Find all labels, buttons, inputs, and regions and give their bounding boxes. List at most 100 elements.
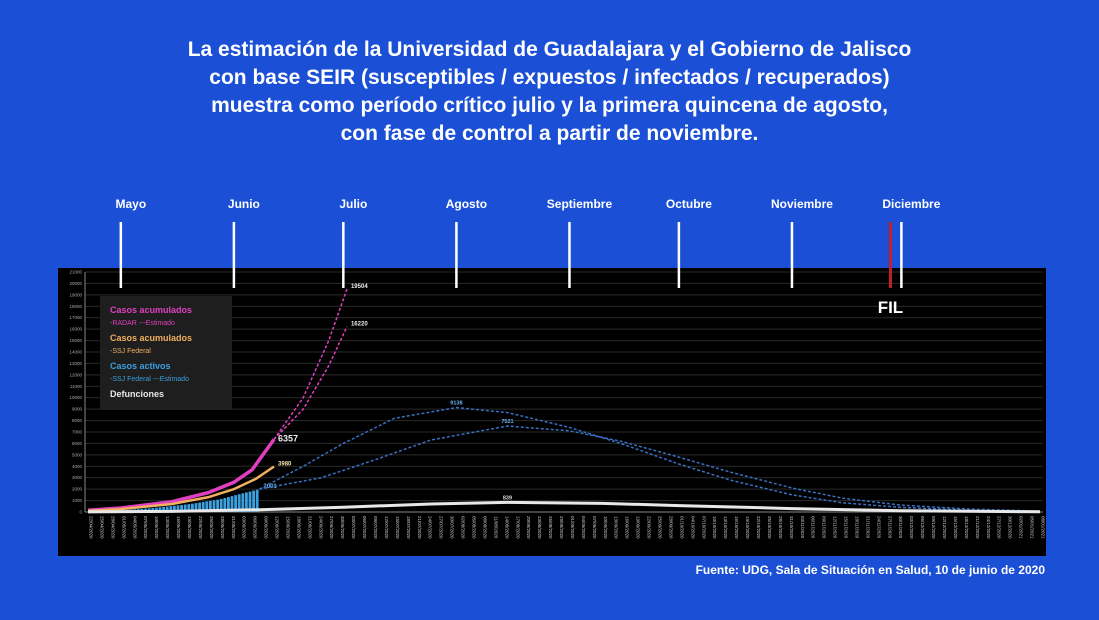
- active-cases-bar: [201, 501, 205, 512]
- x-tick-label: 19/09/2020: [636, 516, 641, 539]
- x-tick-label: 25/10/2020: [767, 516, 772, 539]
- x-tick-label: 08/08/2020: [482, 516, 487, 539]
- series-active_est_low: [259, 425, 1041, 512]
- x-tick-label: 10/10/2020: [712, 516, 717, 539]
- active-cases-bar: [219, 498, 223, 512]
- x-tick-label: 15/07/2020: [395, 516, 400, 539]
- active-cases-bar: [183, 504, 187, 512]
- y-tick-label: 16000: [69, 327, 82, 332]
- x-tick-label: 25/04/2020: [99, 516, 104, 539]
- x-tick-label: 30/11/2020: [898, 516, 903, 539]
- x-tick-label: 02/08/2020: [461, 516, 466, 539]
- y-tick-label: 3000: [72, 475, 83, 480]
- active-cases-bar: [173, 505, 176, 512]
- y-tick-label: 9000: [72, 407, 83, 412]
- headline-line: con fase de control a partir de noviembr…: [340, 122, 759, 145]
- x-tick-label: 19/05/2020: [187, 516, 192, 539]
- x-tick-label: 09/12/2020: [931, 516, 936, 539]
- active-cases-bar: [205, 501, 209, 512]
- active-cases-bar: [169, 506, 173, 512]
- x-tick-label: 31/10/2020: [789, 516, 794, 539]
- y-tick-label: 2000: [72, 487, 83, 492]
- data-label: 6357: [278, 433, 298, 443]
- active-cases-bar: [187, 504, 191, 512]
- x-tick-label: 10/05/2020: [154, 516, 159, 539]
- active-cases-bar: [180, 504, 183, 512]
- x-tick-label: 08/01/2021: [1041, 516, 1046, 539]
- x-tick-label: 25/09/2020: [658, 516, 663, 539]
- x-tick-label: 05/01/2021: [1030, 516, 1035, 539]
- x-tick-label: 18/06/2020: [296, 516, 301, 539]
- series-ssj: [87, 465, 275, 513]
- x-tick-label: 28/10/2020: [778, 516, 783, 539]
- series-deaths: [87, 500, 1041, 514]
- x-tick-label: 13/09/2020: [614, 516, 619, 539]
- month-label: Agosto: [446, 197, 487, 211]
- x-tick-label: 27/11/2020: [887, 516, 892, 539]
- x-tick-label: 07/05/2020: [143, 516, 148, 539]
- legend-subtitle: -SSJ Federal ---Estimado: [110, 376, 189, 383]
- y-tick-label: 6000: [72, 441, 83, 446]
- x-tick-label: 30/12/2020: [1008, 516, 1013, 539]
- x-tick-label: 14/08/2020: [504, 516, 509, 539]
- x-tick-label: 27/06/2020: [329, 516, 334, 539]
- x-tick-label: 20/08/2020: [526, 516, 531, 539]
- x-tick-label: 30/07/2020: [450, 516, 455, 539]
- active-cases-bar: [155, 507, 158, 512]
- active-cases-bar: [248, 491, 252, 512]
- x-tick-label: 10/09/2020: [603, 516, 608, 539]
- data-label: 839: [503, 495, 512, 501]
- x-tick-label: 24/06/2020: [318, 516, 323, 539]
- active-cases-bar: [194, 503, 198, 512]
- x-tick-label: 24/12/2020: [986, 516, 991, 539]
- x-tick-label: 28/09/2020: [668, 516, 673, 539]
- x-tick-label: 12/07/2020: [384, 516, 389, 539]
- data-label: 7521: [501, 419, 513, 425]
- x-tick-label: 09/06/2020: [264, 516, 269, 539]
- legend-subtitle: -SSJ Federal: [110, 348, 151, 355]
- month-label: Junio: [228, 197, 260, 211]
- active-cases-bar: [245, 492, 248, 512]
- active-cases-bar: [223, 497, 227, 512]
- x-tick-label: 06/11/2020: [811, 516, 816, 539]
- active-cases-bar: [241, 493, 245, 512]
- x-tick-label: 28/04/2020: [110, 516, 115, 539]
- x-tick-label: 18/12/2020: [964, 516, 969, 539]
- x-tick-label: 03/07/2020: [351, 516, 356, 539]
- y-tick-label: 19000: [69, 292, 82, 297]
- x-tick-label: 06/12/2020: [920, 516, 925, 539]
- month-label: Octubre: [666, 197, 712, 211]
- y-tick-label: 1000: [72, 498, 83, 503]
- x-tick-label: 18/07/2020: [406, 516, 411, 539]
- x-tick-label: 31/05/2020: [231, 516, 236, 539]
- x-tick-label: 13/05/2020: [165, 516, 170, 539]
- active-cases-bar: [252, 490, 255, 512]
- y-tick-label: 11000: [70, 384, 83, 389]
- x-tick-label: 18/11/2020: [854, 516, 859, 539]
- active-cases-bar: [230, 496, 234, 512]
- headline: La estimación de la Universidad de Guada…: [0, 36, 1099, 148]
- active-cases-bar: [227, 497, 230, 512]
- x-tick-label: 09/11/2020: [822, 516, 827, 539]
- y-tick-label: 15000: [69, 338, 82, 343]
- active-cases-bar: [237, 494, 241, 512]
- x-tick-label: 15/11/2020: [844, 516, 849, 539]
- active-cases-bar: [234, 495, 237, 512]
- month-label: Septiembre: [547, 197, 613, 211]
- headline-line: con base SEIR (susceptibles / expuestos …: [209, 66, 890, 89]
- x-tick-label: 15/06/2020: [285, 516, 290, 539]
- y-tick-label: 20000: [69, 281, 82, 286]
- y-tick-label: 14000: [69, 350, 82, 355]
- x-tick-label: 22/10/2020: [756, 516, 761, 539]
- x-tick-label: 16/10/2020: [734, 516, 739, 539]
- active-cases-bar: [176, 505, 180, 512]
- month-label: Julio: [339, 197, 367, 211]
- y-tick-label: 4000: [72, 464, 83, 469]
- legend-title: Casos acumulados: [110, 333, 192, 343]
- data-label: 16220: [351, 322, 368, 328]
- x-tick-label: 27/07/2020: [439, 516, 444, 539]
- x-tick-label: 12/06/2020: [275, 516, 280, 539]
- x-tick-label: 06/07/2020: [362, 516, 367, 539]
- x-tick-label: 16/09/2020: [625, 516, 630, 539]
